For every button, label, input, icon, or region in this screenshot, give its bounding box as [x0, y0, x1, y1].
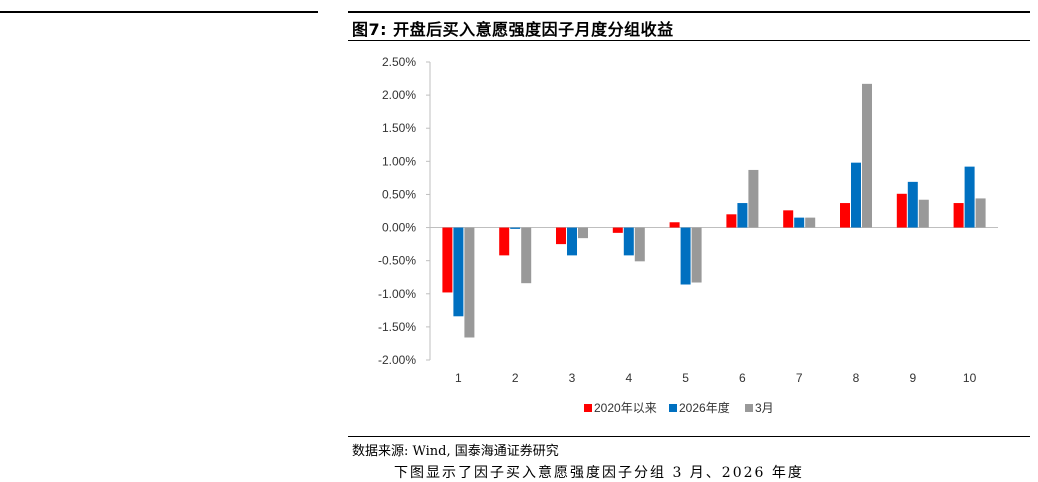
y-tick-label: 1.50%	[382, 121, 416, 135]
x-tick-label: 1	[455, 371, 462, 385]
bar	[783, 210, 794, 228]
top-rule-right	[348, 11, 1030, 13]
title-underline	[348, 40, 1030, 41]
bar	[907, 181, 918, 228]
bar	[499, 227, 510, 256]
bar	[680, 227, 691, 285]
body-text-cutoff: 下图显示了因子买入意愿强度因子分组 3 月、2026 年度	[394, 465, 804, 481]
x-tick-label: 4	[625, 371, 632, 385]
bar	[510, 227, 521, 229]
x-tick-label: 5	[682, 371, 689, 385]
y-tick-label: -1.00%	[378, 287, 416, 301]
bar	[567, 227, 577, 256]
legend-label: 2020年以来	[594, 401, 657, 415]
y-tick-label: 1.00%	[382, 154, 416, 168]
bar	[556, 227, 566, 245]
x-tick-label: 3	[569, 371, 576, 385]
bar	[726, 214, 737, 228]
y-tick-label: 0.00%	[382, 221, 416, 235]
bar	[737, 203, 748, 228]
source-rule	[348, 436, 1030, 437]
bar	[964, 166, 975, 228]
bar	[840, 203, 850, 228]
bar	[794, 217, 805, 228]
bar	[953, 203, 964, 228]
y-tick-label: 2.00%	[382, 88, 416, 102]
y-tick-label: -1.50%	[378, 320, 416, 334]
legend-swatch	[745, 404, 753, 412]
top-rule-left	[0, 11, 318, 13]
x-tick-label: 2	[512, 371, 519, 385]
bar	[521, 227, 532, 284]
bar	[612, 227, 623, 233]
bar	[634, 227, 645, 262]
bar	[748, 169, 759, 228]
x-tick-label: 6	[739, 371, 746, 385]
bar	[851, 162, 861, 228]
bar	[623, 227, 634, 256]
bar	[442, 227, 453, 293]
legend-swatch	[584, 404, 592, 412]
y-tick-label: 2.50%	[382, 55, 416, 69]
legend-label: 3月	[755, 401, 774, 415]
bar	[578, 227, 588, 239]
bar	[862, 83, 872, 228]
x-tick-label: 10	[963, 371, 977, 385]
bar	[453, 227, 464, 317]
bar	[805, 217, 816, 228]
bar	[918, 199, 929, 228]
y-tick-label: -0.50%	[378, 254, 416, 268]
y-tick-label: -2.00%	[378, 353, 416, 367]
x-tick-label: 9	[909, 371, 916, 385]
legend-swatch	[669, 404, 677, 412]
bar	[975, 198, 986, 228]
bar	[669, 222, 680, 228]
bar	[691, 227, 702, 283]
y-tick-label: 0.50%	[382, 187, 416, 201]
legend-label: 2026年度	[679, 400, 730, 415]
source-note: 数据来源: Wind, 国泰海通证券研究	[352, 444, 559, 459]
figure-title: 图7: 开盘后买入意愿强度因子月度分组收益	[352, 20, 674, 39]
bar	[464, 227, 475, 338]
x-tick-label: 7	[796, 371, 803, 385]
x-tick-label: 8	[853, 371, 860, 385]
bar	[896, 193, 907, 228]
